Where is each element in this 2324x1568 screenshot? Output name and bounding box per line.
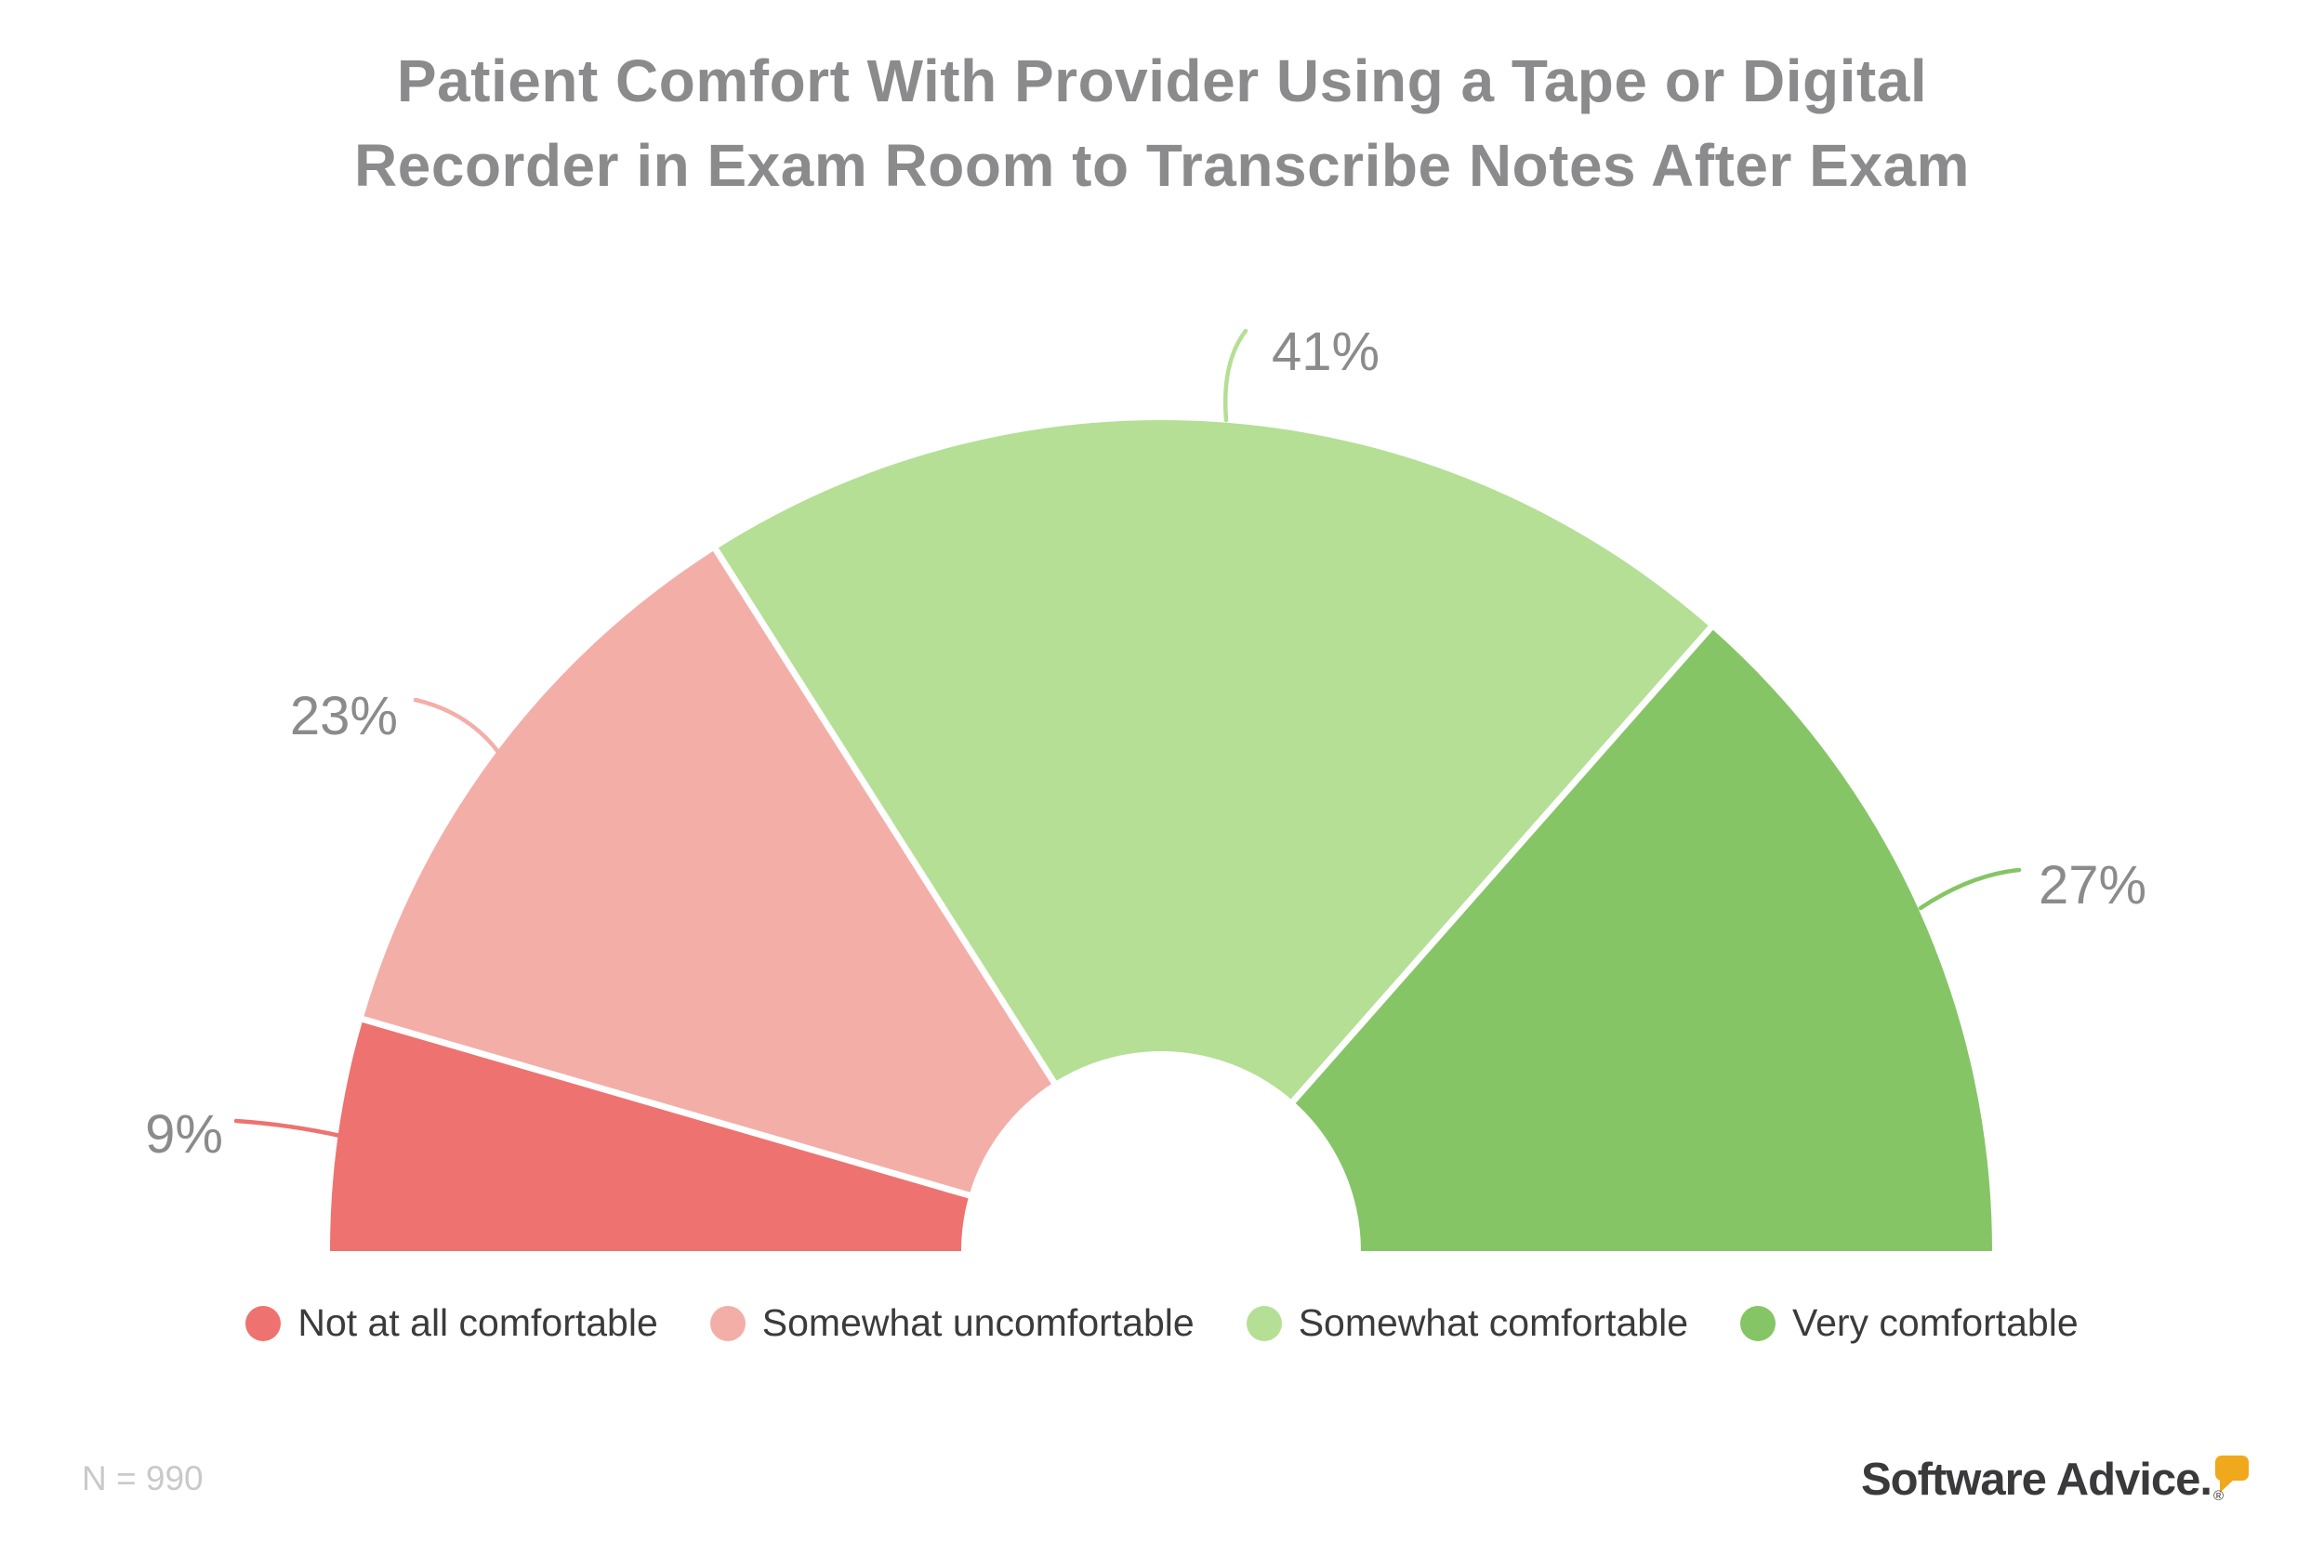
- speech-bubble-icon: [2215, 1456, 2249, 1493]
- segment-not-at-all-comfortable: [330, 1019, 970, 1251]
- callout-line-very-comfortable: [1918, 867, 2022, 911]
- segment-somewhat-comfortable: [715, 420, 1711, 1101]
- data-label-not-at-all-comfortable: 9%: [145, 1104, 223, 1165]
- chart-title-line2: Recorder in Exam Room to Transcribe Note…: [354, 132, 1970, 199]
- legend-swatch-somewhat-comfortable: [1246, 1305, 1282, 1341]
- chart-title: Patient Comfort With Provider Using a Ta…: [0, 39, 2324, 208]
- segment-separator: [1289, 624, 1715, 1105]
- callout-line-not-at-all-comfortable: [233, 1118, 343, 1139]
- legend-item-not-at-all-comfortable: Not at all comfortable: [245, 1301, 658, 1345]
- segment-somewhat-uncomfortable: [363, 549, 1054, 1196]
- legend-item-somewhat-comfortable: Somewhat comfortable: [1246, 1301, 1688, 1345]
- legend-item-somewhat-uncomfortable: Somewhat uncomfortable: [709, 1301, 1195, 1345]
- segment-separator: [711, 546, 1058, 1087]
- chart-title-line1: Patient Comfort With Provider Using a Ta…: [396, 47, 1928, 114]
- legend-swatch-somewhat-uncomfortable: [709, 1305, 746, 1341]
- legend-label-somewhat-uncomfortable: Somewhat uncomfortable: [761, 1301, 1195, 1344]
- speech-bubble-tail: [2220, 1475, 2235, 1493]
- legend-label-very-comfortable: Very comfortable: [1792, 1301, 2079, 1344]
- sample-size: N = 990: [82, 1459, 204, 1497]
- callout-line-somewhat-comfortable: [1222, 328, 1248, 423]
- brand-bubble-wrap: ®: [2213, 1456, 2250, 1504]
- brand-name: Software Advice.: [1860, 1455, 2212, 1505]
- legend-item-very-comfortable: Very comfortable: [1740, 1301, 2079, 1345]
- data-label-very-comfortable: 27%: [2039, 855, 2146, 916]
- registered-mark: ®: [2213, 1488, 2225, 1504]
- data-label-somewhat-uncomfortable: 23%: [290, 686, 398, 746]
- legend-label-somewhat-comfortable: Somewhat comfortable: [1298, 1301, 1688, 1344]
- speech-bubble-body: [2215, 1456, 2249, 1481]
- legend-swatch-not-at-all-comfortable: [245, 1305, 282, 1341]
- segment-very-comfortable: [1293, 627, 1992, 1251]
- data-label-somewhat-comfortable: 41%: [1272, 322, 1380, 382]
- callout-line-somewhat-uncomfortable: [413, 697, 501, 755]
- chart-legend: Not at all comfortable Somewhat uncomfort…: [0, 1301, 2324, 1345]
- segment-separator: [360, 1015, 972, 1199]
- legend-swatch-very-comfortable: [1740, 1305, 1776, 1341]
- legend-label-not-at-all-comfortable: Not at all comfortable: [297, 1301, 658, 1344]
- brand-logo: Software Advice. ®: [1861, 1454, 2250, 1506]
